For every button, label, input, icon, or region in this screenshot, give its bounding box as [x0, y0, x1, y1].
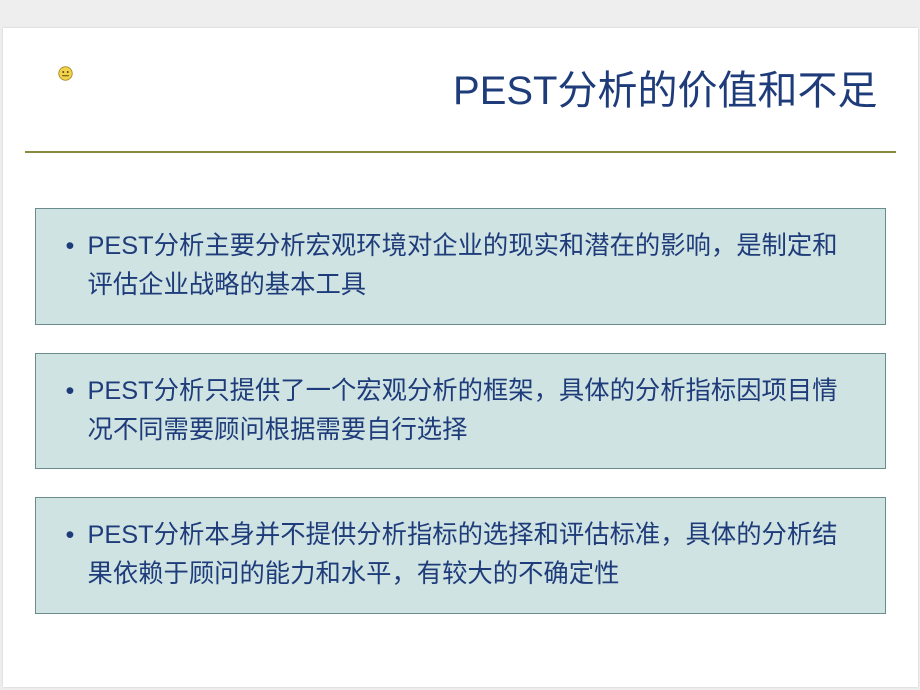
info-box: •PEST分析本身并不提供分析指标的选择和评估标准，具体的分析结果依赖于顾问的能… — [35, 497, 886, 614]
slide-title: PEST分析的价值和不足 — [453, 58, 877, 116]
box-body: 分析只提供了一个宏观分析的框架，具体的分析指标因项目情况不同需要顾问根据需要自行… — [88, 377, 838, 444]
bullet-dot: • — [66, 372, 88, 411]
box-body: 分析主要分析宏观环境对企业的现实和潜在的影响，是制定和评估企业战略的基本工具 — [88, 232, 838, 299]
box-text: PEST分析本身并不提供分析指标的选择和评估标准，具体的分析结果依赖于顾问的能力… — [88, 516, 859, 595]
smiley-bullet-icon — [58, 66, 73, 81]
box-text: PEST分析主要分析宏观环境对企业的现实和潜在的影响，是制定和评估企业战略的基本… — [88, 227, 859, 306]
box-text: PEST分析只提供了一个宏观分析的框架，具体的分析指标因项目情况不同需要顾问根据… — [88, 372, 859, 451]
title-latin: PEST — [453, 69, 557, 113]
info-box: •PEST分析只提供了一个宏观分析的框架，具体的分析指标因项目情况不同需要顾问根… — [35, 353, 886, 470]
pest-label: PEST — [88, 377, 154, 405]
title-cn: 分析的价值和不足 — [558, 69, 878, 113]
info-box: •PEST分析主要分析宏观环境对企业的现实和潜在的影响，是制定和评估企业战略的基… — [35, 208, 886, 325]
content-boxes: •PEST分析主要分析宏观环境对企业的现实和潜在的影响，是制定和评估企业战略的基… — [35, 208, 886, 642]
divider-line — [25, 151, 896, 153]
bullet-dot: • — [66, 227, 88, 266]
pest-label: PEST — [88, 232, 154, 260]
viewer-frame: PEST分析的价值和不足 •PEST分析主要分析宏观环境对企业的现实和潜在的影响… — [0, 0, 920, 690]
box-body: 分析本身并不提供分析指标的选择和评估标准，具体的分析结果依赖于顾问的能力和水平，… — [88, 521, 838, 588]
bullet-dot: • — [66, 516, 88, 555]
pest-label: PEST — [88, 521, 154, 549]
slide: PEST分析的价值和不足 •PEST分析主要分析宏观环境对企业的现实和潜在的影响… — [3, 28, 918, 687]
